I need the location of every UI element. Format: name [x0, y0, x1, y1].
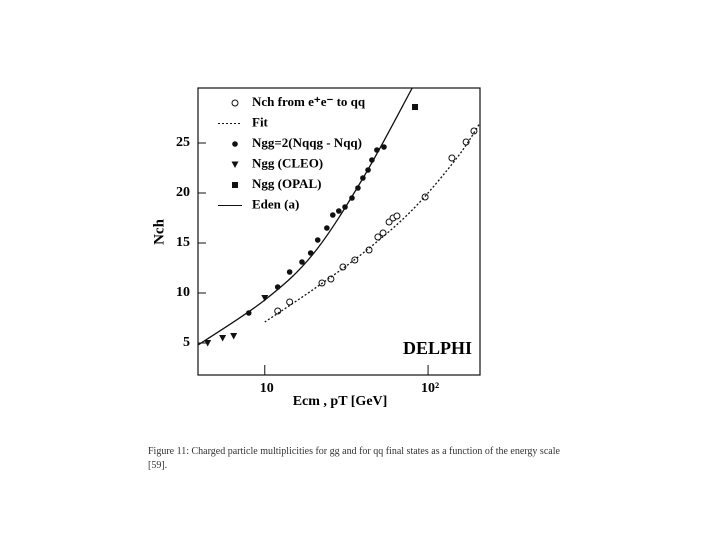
marker: [381, 144, 387, 150]
legend-label: Nch from e⁺e⁻ to qq: [252, 94, 366, 109]
legend-swatch: [232, 141, 238, 147]
legend-label: Eden (a): [252, 196, 299, 211]
legend-swatch: [231, 161, 239, 168]
legend-label: Ngg (OPAL): [252, 176, 321, 191]
marker: [230, 333, 238, 340]
x-tick-label: 10²: [421, 381, 439, 396]
chart: Nch Ecm , pT [GeV] DELPHI 5 10 15 20 25 10 10²…: [151, 87, 481, 409]
y-tick-label: 5: [183, 335, 190, 350]
series-line: [198, 88, 413, 346]
marker: [299, 259, 305, 265]
marker: [374, 233, 382, 241]
legend-swatch: [231, 99, 239, 107]
marker: [330, 212, 336, 218]
y-tick-label: 20: [176, 185, 190, 200]
x-tick-label: 10: [260, 381, 274, 396]
legend-label: Ngg (CLEO): [252, 155, 323, 170]
marker: [470, 127, 478, 135]
y-tick-label: 25: [176, 135, 190, 150]
legend-label: Ngg=2(Nqqg - Nqq): [252, 135, 362, 150]
x-axis-label: Ecm , pT [GeV]: [293, 394, 388, 409]
marker: [204, 340, 212, 347]
y-tick-label: 15: [176, 235, 190, 250]
marker: [393, 212, 401, 220]
marker: [314, 237, 321, 243]
marker: [261, 295, 269, 302]
series-line: [264, 122, 480, 323]
marker: [339, 263, 347, 271]
marker: [324, 225, 330, 231]
plot-frame: [197, 87, 481, 376]
marker: [448, 154, 456, 162]
marker: [219, 335, 227, 342]
y-tick-label: 10: [176, 285, 190, 300]
marker: [286, 269, 293, 275]
y-axis-label: Nch: [151, 218, 167, 244]
marker: [335, 208, 342, 214]
caption: Figure 11: Charged particle multipliciti…: [148, 446, 560, 471]
legend-label: Fit: [252, 114, 269, 129]
marker: [245, 310, 252, 316]
marker: [286, 298, 294, 306]
marker: [412, 104, 419, 110]
legend-swatch: [232, 182, 238, 188]
annotation: DELPHI: [403, 338, 472, 358]
marker: [379, 229, 387, 237]
marker: [274, 307, 282, 315]
